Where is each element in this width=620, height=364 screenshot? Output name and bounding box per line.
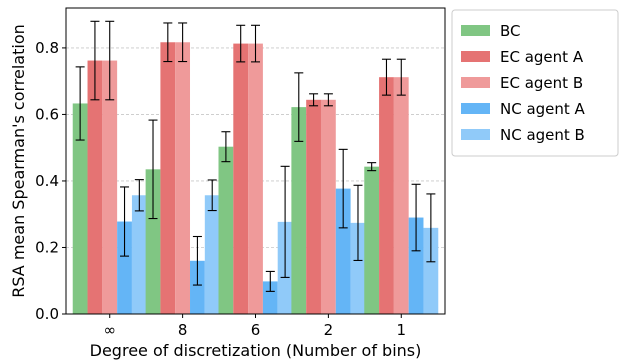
x-axis-ticks: ∞ 8 6 2 1 <box>103 314 406 339</box>
x-axis-label: Degree of discretization (Number of bins… <box>90 341 422 360</box>
bar <box>335 188 351 314</box>
legend: BC EC agent A EC agent B NC agent A NC agent… <box>451 9 619 157</box>
bar <box>320 99 336 314</box>
bar <box>423 227 439 314</box>
bar <box>72 103 88 314</box>
x-tick-label: ∞ <box>103 321 116 339</box>
legend-swatch <box>461 129 490 140</box>
error-bars <box>75 20 436 292</box>
bar <box>87 60 103 315</box>
legend-swatch <box>461 77 490 88</box>
bar <box>350 222 366 314</box>
y-tick-label: 0.0 <box>35 305 59 323</box>
bar <box>190 260 205 314</box>
bar <box>117 221 132 314</box>
legend-swatch <box>461 103 490 114</box>
y-tick-label: 0.2 <box>35 238 59 256</box>
y-axis-label: RSA mean Spearman's correlation <box>9 24 28 298</box>
bar <box>306 99 321 314</box>
y-axis-ticks: 0.0 0.2 0.4 0.6 0.8 <box>35 39 66 323</box>
x-tick-label: 2 <box>324 321 334 339</box>
legend-label: EC agent B <box>500 74 583 92</box>
x-tick-label: 8 <box>178 321 188 339</box>
bar <box>175 42 191 314</box>
bar <box>248 43 263 314</box>
legend-label: BC <box>500 22 521 40</box>
bar <box>145 169 161 314</box>
bar <box>160 42 176 314</box>
bar <box>291 107 307 314</box>
bar <box>379 77 394 314</box>
legend-box <box>451 9 619 157</box>
x-tick-label: 6 <box>251 321 261 339</box>
bars <box>72 42 439 315</box>
bar <box>233 43 249 314</box>
legend-label: NC agent A <box>500 100 586 118</box>
bar <box>364 166 380 314</box>
bar <box>393 77 409 314</box>
y-tick-label: 0.4 <box>35 172 59 190</box>
bar <box>204 195 220 314</box>
x-tick-label: 1 <box>396 321 406 339</box>
bar <box>408 217 424 314</box>
y-tick-label: 0.8 <box>35 39 59 57</box>
bar <box>102 60 118 315</box>
legend-swatch <box>461 25 490 36</box>
y-tick-label: 0.6 <box>35 105 59 123</box>
bar <box>262 281 278 314</box>
legend-label: EC agent A <box>500 48 584 66</box>
bar <box>131 195 147 314</box>
legend-swatch <box>461 51 490 62</box>
legend-label: NC agent B <box>500 126 585 144</box>
bar <box>218 146 234 314</box>
